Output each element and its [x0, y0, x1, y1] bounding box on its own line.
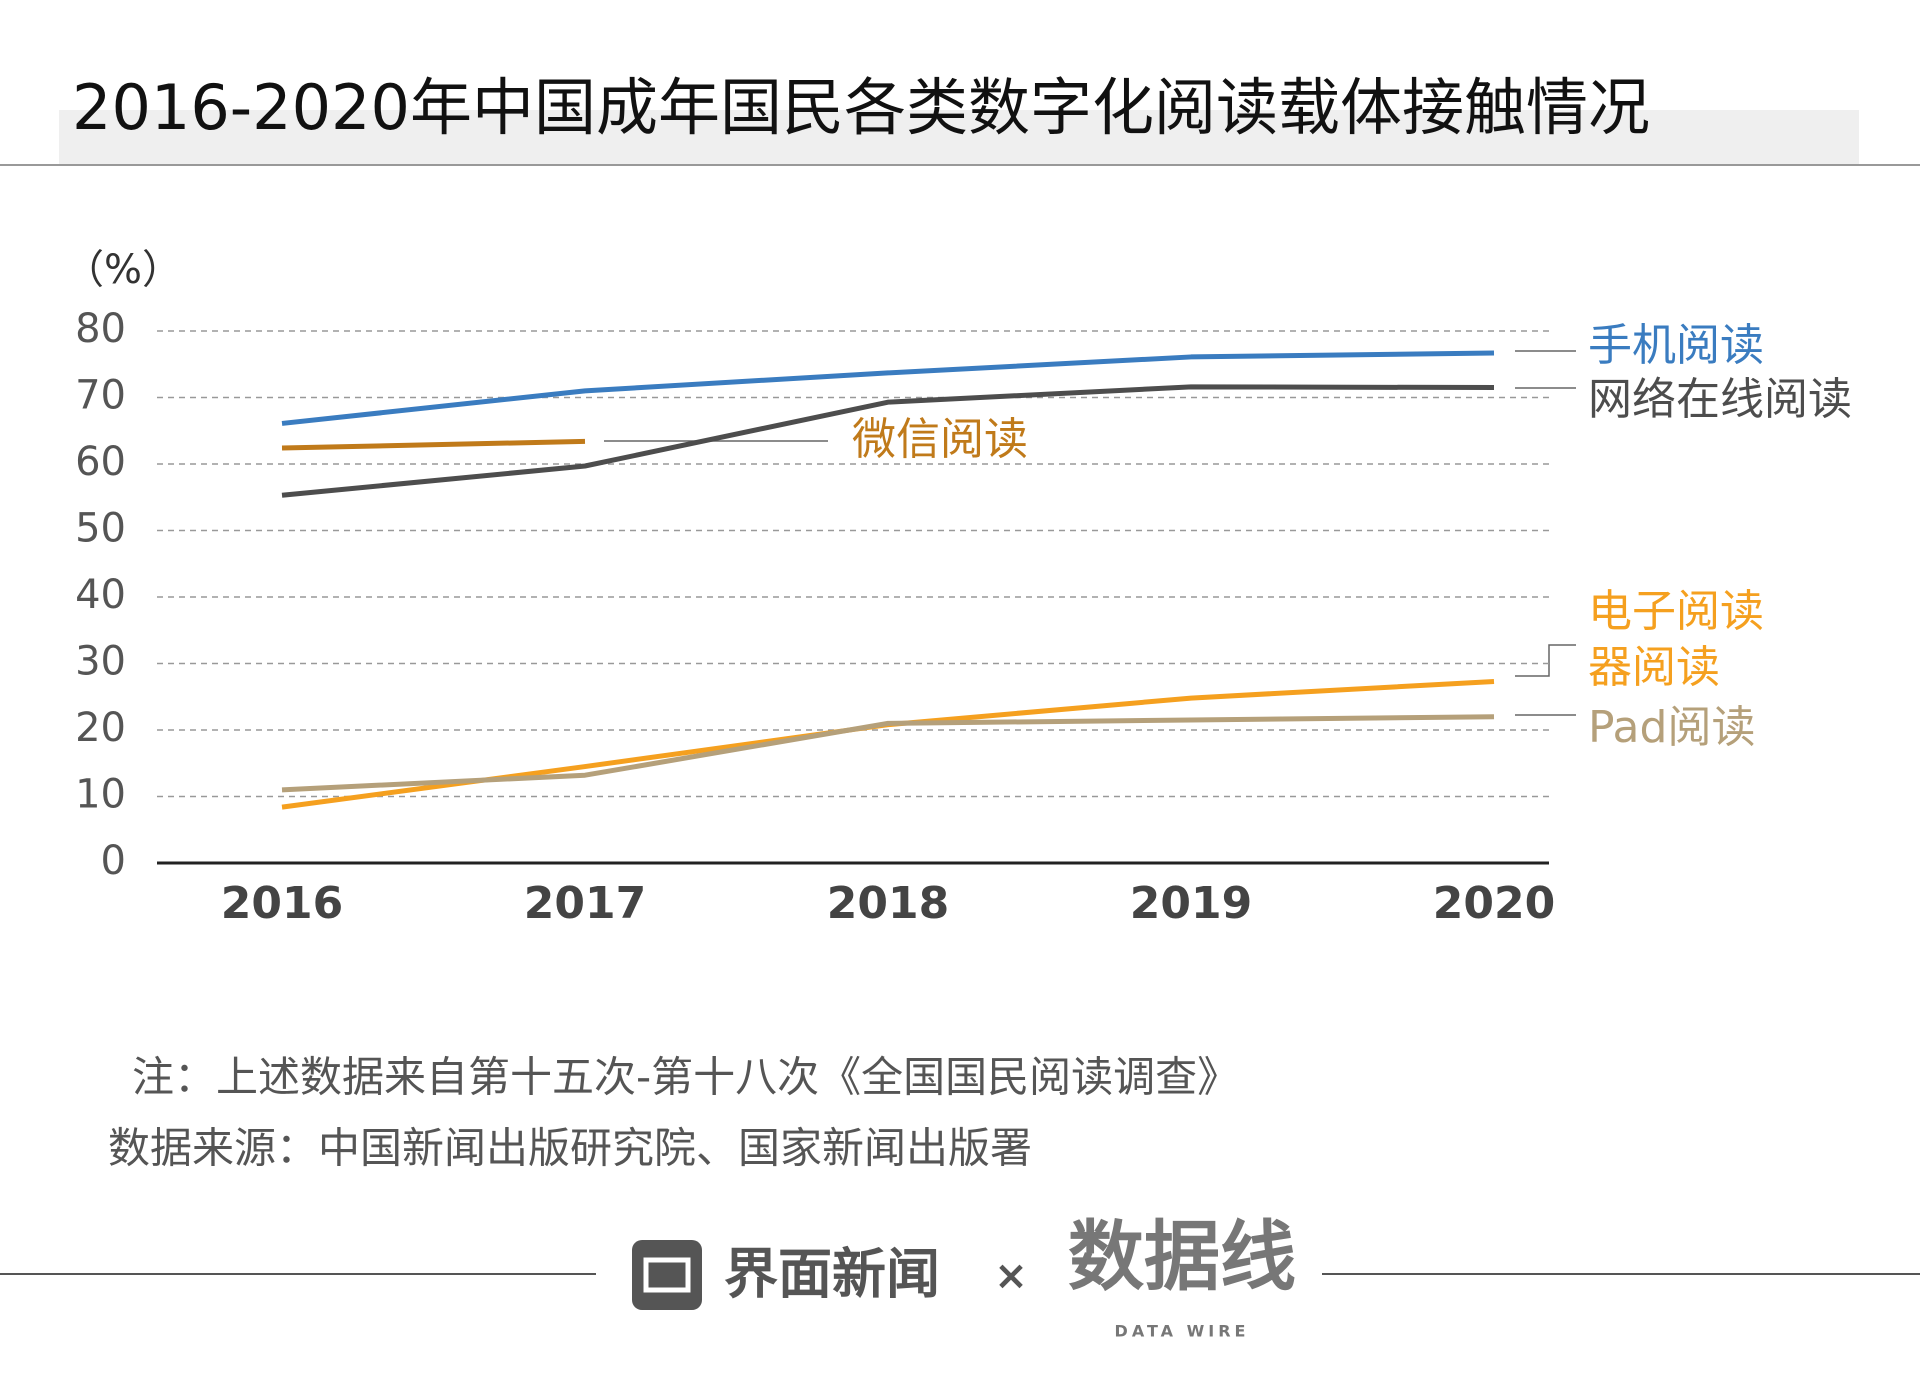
y-axis-unit: （%） [64, 247, 182, 293]
brand-icon-mark [643, 1257, 691, 1293]
series-label: Pad阅读 [1588, 702, 1756, 753]
logo: 数据线 [1068, 1212, 1296, 1301]
x-tick-label: 2018 [827, 878, 949, 929]
line [281, 350, 1495, 426]
series-label: 电子阅读器阅读 [1588, 586, 1764, 693]
source: 数据来源：中国新闻出版研究院、国家新闻出版署 [108, 1124, 1032, 1173]
logo-sub: DATA WIRE [1115, 1322, 1250, 1341]
x-tick-label: 2016 [221, 878, 343, 929]
series-label: 微信阅读 [852, 414, 1028, 465]
y-tick-label: 80 [75, 306, 126, 352]
x-tick-label: 2020 [1433, 878, 1555, 929]
line [281, 438, 586, 451]
y-tick-label: 50 [75, 506, 126, 552]
x-tick-label: 2019 [1130, 878, 1252, 929]
series-label: 网络在线阅读 [1588, 374, 1852, 425]
y-tick-label: 40 [75, 572, 126, 618]
y-tick-label: 60 [75, 439, 126, 485]
y-tick-label: 0 [101, 838, 126, 884]
y-tick-label: 70 [75, 373, 126, 419]
times: × [994, 1253, 1028, 1299]
leader [1515, 644, 1576, 677]
chart-title: 2016-2020年中国成年国民各类数字化阅读载体接触情况 [72, 71, 1650, 144]
leaders [604, 350, 1576, 716]
series-label: 手机阅读 [1588, 320, 1764, 371]
x-tick-label: 2017 [524, 878, 646, 929]
brand: 界面新闻 [724, 1243, 940, 1306]
brand-icon [632, 1240, 702, 1310]
y-tick-label: 10 [75, 772, 126, 818]
line [281, 678, 1495, 810]
y-tick-label: 30 [75, 639, 126, 685]
title-bg [59, 110, 1859, 165]
note: 注：上述数据来自第十五次-第十八次《全国国民阅读调查》 [132, 1053, 1239, 1102]
line [281, 384, 1495, 498]
line [281, 714, 1495, 793]
y-tick-label: 20 [75, 705, 126, 751]
